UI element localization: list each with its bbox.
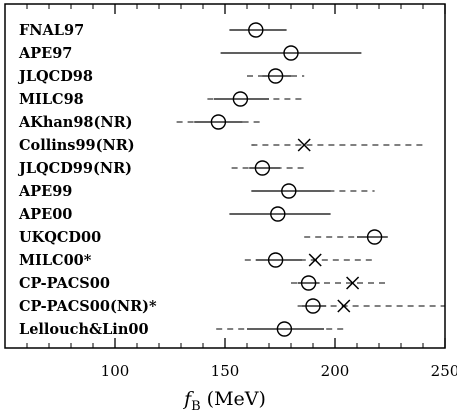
circle-marker [210, 114, 227, 130]
x-axis-label-sub: B [191, 399, 201, 414]
cross-marker-b [337, 299, 351, 313]
entry-labels: FNAL97 APE97 JLQCD98 MILC98 AKhan98(NR) Colli… [17, 22, 157, 338]
circle-marker [248, 22, 264, 38]
x-tick-label: 250 [431, 362, 457, 380]
cross-marker-b [346, 276, 360, 290]
entry-label: Collins99(NR) [19, 137, 135, 154]
circle-marker [254, 160, 271, 176]
entry-label: APE97 [18, 45, 72, 62]
x-tick-label: 150 [211, 362, 240, 380]
data-marks [176, 22, 445, 337]
circle-marker [267, 252, 284, 268]
x-tick-label: 100 [101, 362, 130, 380]
entry-label: CP-PACS00(NR)* [19, 298, 157, 315]
cross-marker-b [308, 253, 322, 267]
circle-marker [281, 183, 297, 199]
x-axis-label-main: f [182, 388, 194, 410]
entry-label: FNAL97 [19, 22, 84, 39]
entry-label: APE00 [18, 206, 72, 223]
entry-label: AKhan98(NR) [18, 114, 133, 131]
x-axis-label-unit: (MeV) [207, 388, 266, 410]
cross-marker-b [297, 138, 311, 152]
x-axis-label: fB (MeV) [182, 388, 266, 414]
entry-label: CP-PACS00 [19, 275, 110, 292]
entry-label: MILC98 [19, 91, 84, 108]
entry-label: APE99 [18, 183, 72, 200]
entry-label: Lellouch&Lin00 [19, 321, 149, 338]
circle-marker [300, 275, 317, 291]
circle-marker [276, 321, 293, 337]
circle-marker [267, 68, 284, 84]
entry-label: MILC00* [19, 252, 92, 269]
circle-marker [366, 229, 383, 245]
circle-marker [283, 45, 299, 61]
entry-label: JLQCD98 [17, 68, 93, 85]
x-axis-ticks: 100 150 200 250 [26, 4, 457, 380]
circle-marker [232, 91, 249, 107]
circle-marker [305, 298, 321, 314]
entry-label: JLQCD99(NR) [17, 160, 132, 177]
circle-marker [270, 206, 286, 222]
x-tick-label: 200 [321, 362, 350, 380]
entry-label: UKQCD00 [19, 229, 101, 246]
